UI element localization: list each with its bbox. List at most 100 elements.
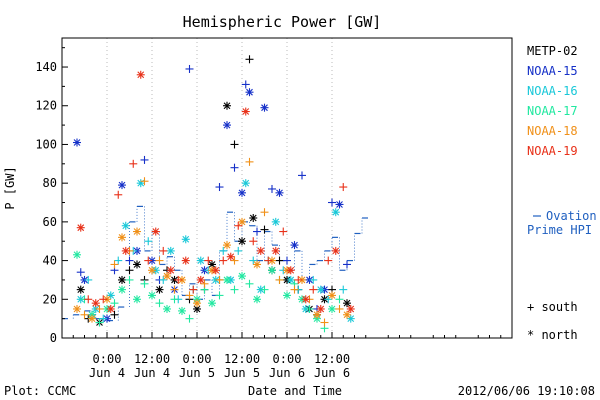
y-tick-label-20: 20 <box>43 292 57 306</box>
series-2-point-6 <box>121 221 130 230</box>
series-2-point-22 <box>241 179 250 188</box>
series-5-point-15 <box>189 285 198 294</box>
series-5-point-14 <box>181 256 190 265</box>
series-4-point-33 <box>320 318 329 327</box>
series-1-point-20 <box>245 88 254 97</box>
series-4-point-21 <box>230 256 239 265</box>
series-1-point-32 <box>335 200 344 209</box>
series-1-point-27 <box>298 171 306 180</box>
chart-title: Hemispheric Power [GW] <box>183 13 382 31</box>
series-5-point-7 <box>129 159 138 168</box>
legend-ovation-line2: Prime HPI <box>527 223 592 237</box>
series-3-point-15 <box>185 314 194 323</box>
series-4-point-19 <box>215 275 224 284</box>
series-1-point-19 <box>241 80 250 89</box>
series-2-point-9 <box>144 237 153 246</box>
series-3-point-35 <box>335 295 344 304</box>
series-4-point-29 <box>290 285 299 294</box>
series-0-point-21 <box>260 225 269 234</box>
series-4-point-23 <box>245 157 254 166</box>
series-3-point-12 <box>163 304 171 313</box>
series-5-point-33 <box>324 256 333 265</box>
series-1-point-15 <box>215 183 224 192</box>
series-5-point-24 <box>256 246 265 255</box>
series-5-point-29 <box>294 275 303 284</box>
series-0-point-3 <box>110 310 119 319</box>
series-3-point-9 <box>140 279 149 288</box>
y-tick-label-80: 80 <box>43 176 57 190</box>
series-4-point-13 <box>170 285 179 294</box>
series-5-point-25 <box>264 256 273 265</box>
series-2-point-14 <box>181 235 190 244</box>
series-2-point-16 <box>196 256 205 265</box>
series-5-point-11 <box>159 246 168 255</box>
series-1-point-26 <box>290 241 299 250</box>
legend-ovation-line1: Ovation <box>546 209 597 223</box>
series-0-point-20 <box>249 214 258 222</box>
series-5-point-35 <box>339 183 348 192</box>
series-4-point-0 <box>73 304 81 313</box>
series-5-point-0 <box>76 223 85 232</box>
y-axis-label: P [GW] <box>3 166 17 209</box>
x-tick-time-2: 0:00 <box>183 352 212 366</box>
series-1-point-33 <box>343 260 351 269</box>
series-5-point-9 <box>144 256 153 265</box>
series-0-point-4 <box>118 275 126 284</box>
series-5-point-8 <box>136 70 145 79</box>
series-5-point-10 <box>151 227 160 236</box>
series-3-point-14 <box>178 306 186 315</box>
series-1-point-17 <box>230 163 239 172</box>
series-5-point-30 <box>301 295 310 304</box>
series-3-point-23 <box>245 279 254 288</box>
x-tick-time-4: 0:00 <box>273 352 302 366</box>
series-3-point-7 <box>125 275 134 284</box>
series-3-point-26 <box>268 266 276 275</box>
series-1-point-1 <box>76 268 85 277</box>
series-5-point-31 <box>309 285 318 294</box>
series-1-point-21 <box>253 227 261 236</box>
series-0-point-18 <box>238 237 246 246</box>
series-4-point-10 <box>148 266 156 275</box>
series-0-point-19 <box>245 55 254 64</box>
y-tick-label-120: 120 <box>35 99 57 113</box>
series-2-point-4 <box>106 291 115 300</box>
series-3-point-25 <box>260 285 269 294</box>
series-1-point-31 <box>328 198 336 207</box>
series-5-point-23 <box>249 237 258 246</box>
x-tick-time-5: 12:00 <box>314 352 350 366</box>
series-4-point-32 <box>313 310 321 319</box>
series-4-point-1 <box>80 310 89 319</box>
series-3-point-28 <box>283 291 291 300</box>
series-0-point-8 <box>155 285 164 294</box>
series-4-point-16 <box>193 299 201 308</box>
series-4-point-34 <box>328 291 336 300</box>
legend-series-3: NOAA-17 <box>527 104 578 118</box>
series-1-point-13 <box>185 64 194 73</box>
series-2-point-26 <box>271 217 280 226</box>
series-5-point-16 <box>196 275 205 284</box>
series-4-point-20 <box>223 241 231 250</box>
series-3-point-3 <box>95 318 104 327</box>
series-3-point-34 <box>328 304 336 313</box>
series-5-point-4 <box>106 304 115 313</box>
series-3-point-11 <box>155 299 164 308</box>
series-5-point-5 <box>114 190 123 199</box>
series-0-point-6 <box>133 260 141 269</box>
series-2-point-34 <box>331 208 340 217</box>
series-0-point-16 <box>223 101 231 110</box>
x-tick-date-1: Jun 4 <box>134 366 170 380</box>
series-1-point-0 <box>73 138 81 147</box>
series-3-point-18 <box>208 299 216 308</box>
x-tick-date-4: Jun 6 <box>269 366 305 380</box>
y-tick-label-40: 40 <box>43 254 57 268</box>
series-3-point-13 <box>170 295 179 304</box>
legend: METP-02 NOAA-15 NOAA-16 NOAA-17 NOAA-18 NOAA-… <box>527 44 597 342</box>
y-tick-label-140: 140 <box>35 60 57 74</box>
series-5-point-17 <box>204 256 213 265</box>
series-0-point-5 <box>125 266 134 275</box>
series-3-point-5 <box>110 299 119 308</box>
data-marks <box>73 55 355 333</box>
series-4-point-22 <box>238 217 246 226</box>
series-2-point-5 <box>114 256 123 265</box>
